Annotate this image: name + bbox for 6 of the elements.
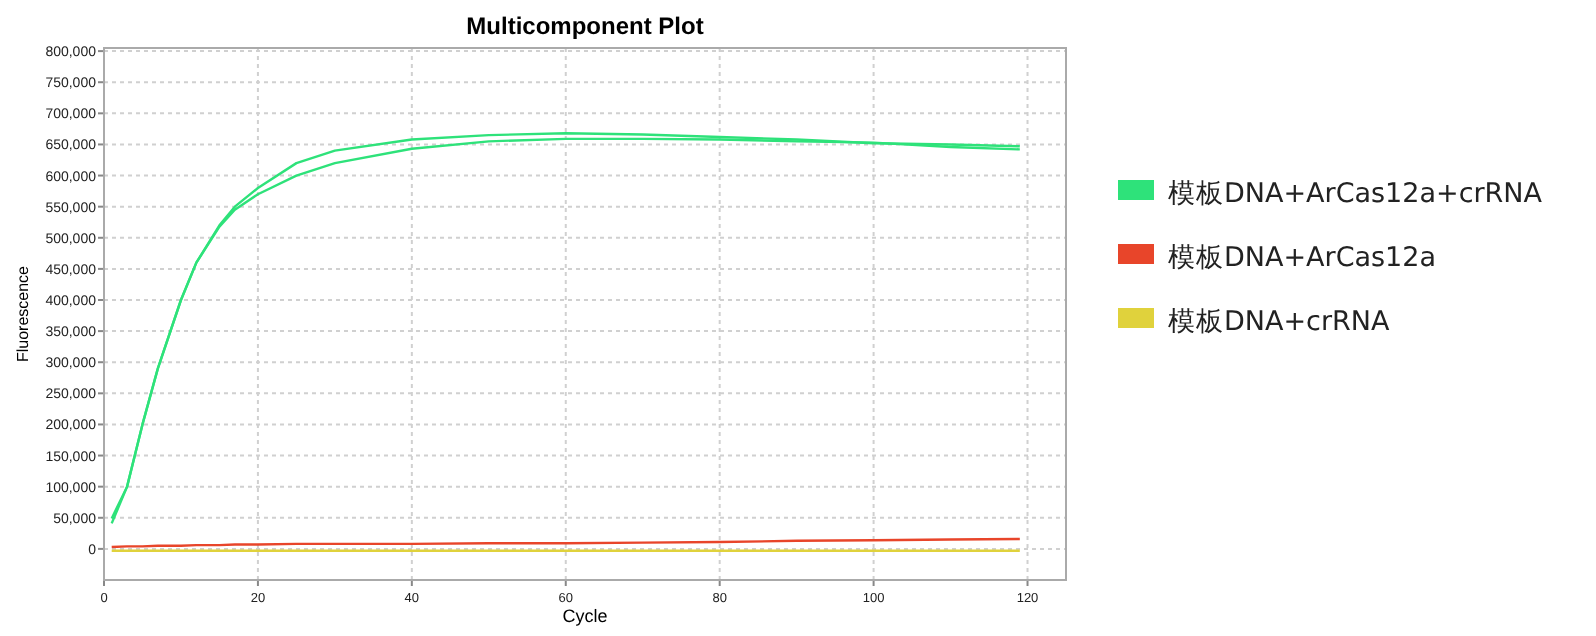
x-axis-title: Cycle xyxy=(562,606,608,626)
y-axis-title: Fluorescence xyxy=(14,264,32,363)
chart-title: Multicomponent Plot xyxy=(466,12,704,40)
legend-label: 模板DNA+ArCas12a xyxy=(1168,242,1437,274)
legend-label: 模板DNA+crRNA xyxy=(1168,306,1391,338)
legend-label: 模板DNA+ArCas12a+crRNA xyxy=(1168,178,1544,210)
